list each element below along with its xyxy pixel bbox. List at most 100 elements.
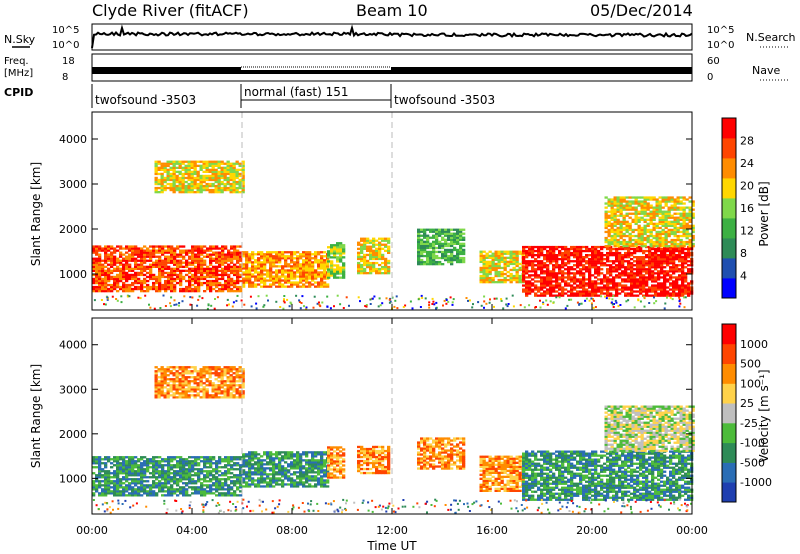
heatmap-cell <box>444 228 448 231</box>
heatmap-cell <box>447 230 451 233</box>
heatmap-cell <box>360 269 364 273</box>
heatmap-cell <box>522 272 526 275</box>
heatmap-cell <box>621 270 625 273</box>
heatmap-cell <box>290 285 294 288</box>
heatmap-cell <box>423 244 427 248</box>
heatmap-cell <box>658 204 662 207</box>
heatmap-cell <box>606 254 610 257</box>
heatmap-cell <box>655 238 659 242</box>
heatmap-cell <box>651 278 655 281</box>
heatmap-cell <box>170 466 174 469</box>
heatmap-cell <box>610 216 614 219</box>
heatmap-cell <box>384 243 388 246</box>
heatmap-cell <box>645 280 649 283</box>
heatmap-cell <box>197 472 201 475</box>
heatmap-cell <box>98 263 102 266</box>
heatmap-cell <box>308 251 312 254</box>
heatmap-cell <box>525 290 529 293</box>
heatmap-cell <box>152 470 156 473</box>
heatmap-cell <box>497 281 501 284</box>
heatmap-cell <box>110 261 114 264</box>
heatmap-cell <box>224 279 228 283</box>
heatmap-cell <box>339 248 343 251</box>
heatmap-cell <box>435 236 439 239</box>
heatmap-cell <box>494 266 498 270</box>
heatmap-cell <box>167 285 171 289</box>
heatmap-cell <box>143 290 147 293</box>
heatmap-cell <box>218 265 222 268</box>
heatmap-cell <box>197 480 201 483</box>
heatmap-cell <box>154 162 158 165</box>
heatmap-cell <box>657 286 661 289</box>
heatmap-cell <box>485 276 489 280</box>
heatmap-cell <box>612 306 615 308</box>
heatmap-cell <box>661 210 665 213</box>
heatmap-cell <box>296 285 300 288</box>
heatmap-cell <box>175 303 178 306</box>
heatmap-cell <box>125 476 129 479</box>
heatmap-cell <box>640 216 644 219</box>
heatmap-cell <box>176 259 180 262</box>
heatmap-cell <box>149 255 153 258</box>
heatmap-cell <box>107 287 111 291</box>
heatmap-cell <box>663 254 667 257</box>
heatmap-cell <box>197 486 201 489</box>
heatmap-cell <box>223 188 227 192</box>
heatmap-cell <box>681 266 685 269</box>
heatmap-cell <box>113 257 117 260</box>
heatmap-cell <box>161 267 165 270</box>
heatmap-cell <box>655 214 659 217</box>
heatmap-cell <box>417 228 421 231</box>
heatmap-cell <box>691 230 695 234</box>
colorbar-swatch <box>722 238 736 259</box>
heatmap-cell <box>134 257 138 260</box>
heatmap-cell <box>164 305 167 307</box>
heatmap-cell <box>627 276 631 279</box>
heatmap-cell <box>681 272 685 275</box>
heatmap-cell <box>330 262 334 265</box>
heatmap-cell <box>224 245 228 248</box>
heatmap-cell <box>320 279 324 282</box>
heatmap-cell <box>196 186 200 190</box>
heatmap-cell <box>369 263 373 267</box>
heatmap-cell <box>178 186 182 190</box>
heatmap-cell <box>326 283 330 286</box>
heatmap-cell <box>238 174 242 178</box>
heatmap-cell <box>227 269 231 272</box>
heatmap-cell <box>167 480 171 483</box>
heatmap-cell <box>215 285 219 289</box>
heatmap-cell <box>111 295 114 298</box>
heatmap-cell <box>333 250 337 253</box>
heatmap-cell <box>485 278 489 282</box>
heatmap-cell <box>503 250 507 253</box>
heatmap-cell <box>522 274 526 277</box>
heatmap-cell <box>179 492 183 495</box>
heatmap-cell <box>128 287 132 291</box>
heatmap-cell <box>564 256 568 259</box>
heatmap-cell <box>549 278 553 281</box>
heatmap-cell <box>122 287 126 291</box>
heatmap-cell <box>531 268 535 271</box>
heatmap-cell <box>631 208 635 211</box>
heatmap-cell <box>667 228 671 232</box>
heatmap-cell <box>287 279 291 282</box>
heatmap-cell <box>143 279 147 283</box>
heatmap-cell <box>417 260 421 264</box>
heatmap-cell <box>428 306 431 309</box>
heatmap-cell <box>387 249 391 252</box>
heatmap-cell <box>164 484 168 487</box>
heatmap-cell <box>537 286 541 289</box>
heatmap-cell <box>197 247 201 250</box>
heatmap-cell <box>172 174 176 178</box>
heatmap-cell <box>582 294 586 297</box>
heatmap-cell <box>667 220 671 223</box>
heatmap-cell <box>591 256 595 259</box>
heatmap-cell <box>610 240 614 244</box>
heatmap-cell <box>429 260 433 264</box>
heatmap-cell <box>98 456 102 459</box>
heatmap-cell <box>299 277 303 280</box>
heatmap-cell <box>651 276 655 279</box>
heatmap-cell <box>110 492 114 495</box>
heatmap-cell <box>622 228 626 232</box>
heatmap-cell <box>594 264 598 267</box>
